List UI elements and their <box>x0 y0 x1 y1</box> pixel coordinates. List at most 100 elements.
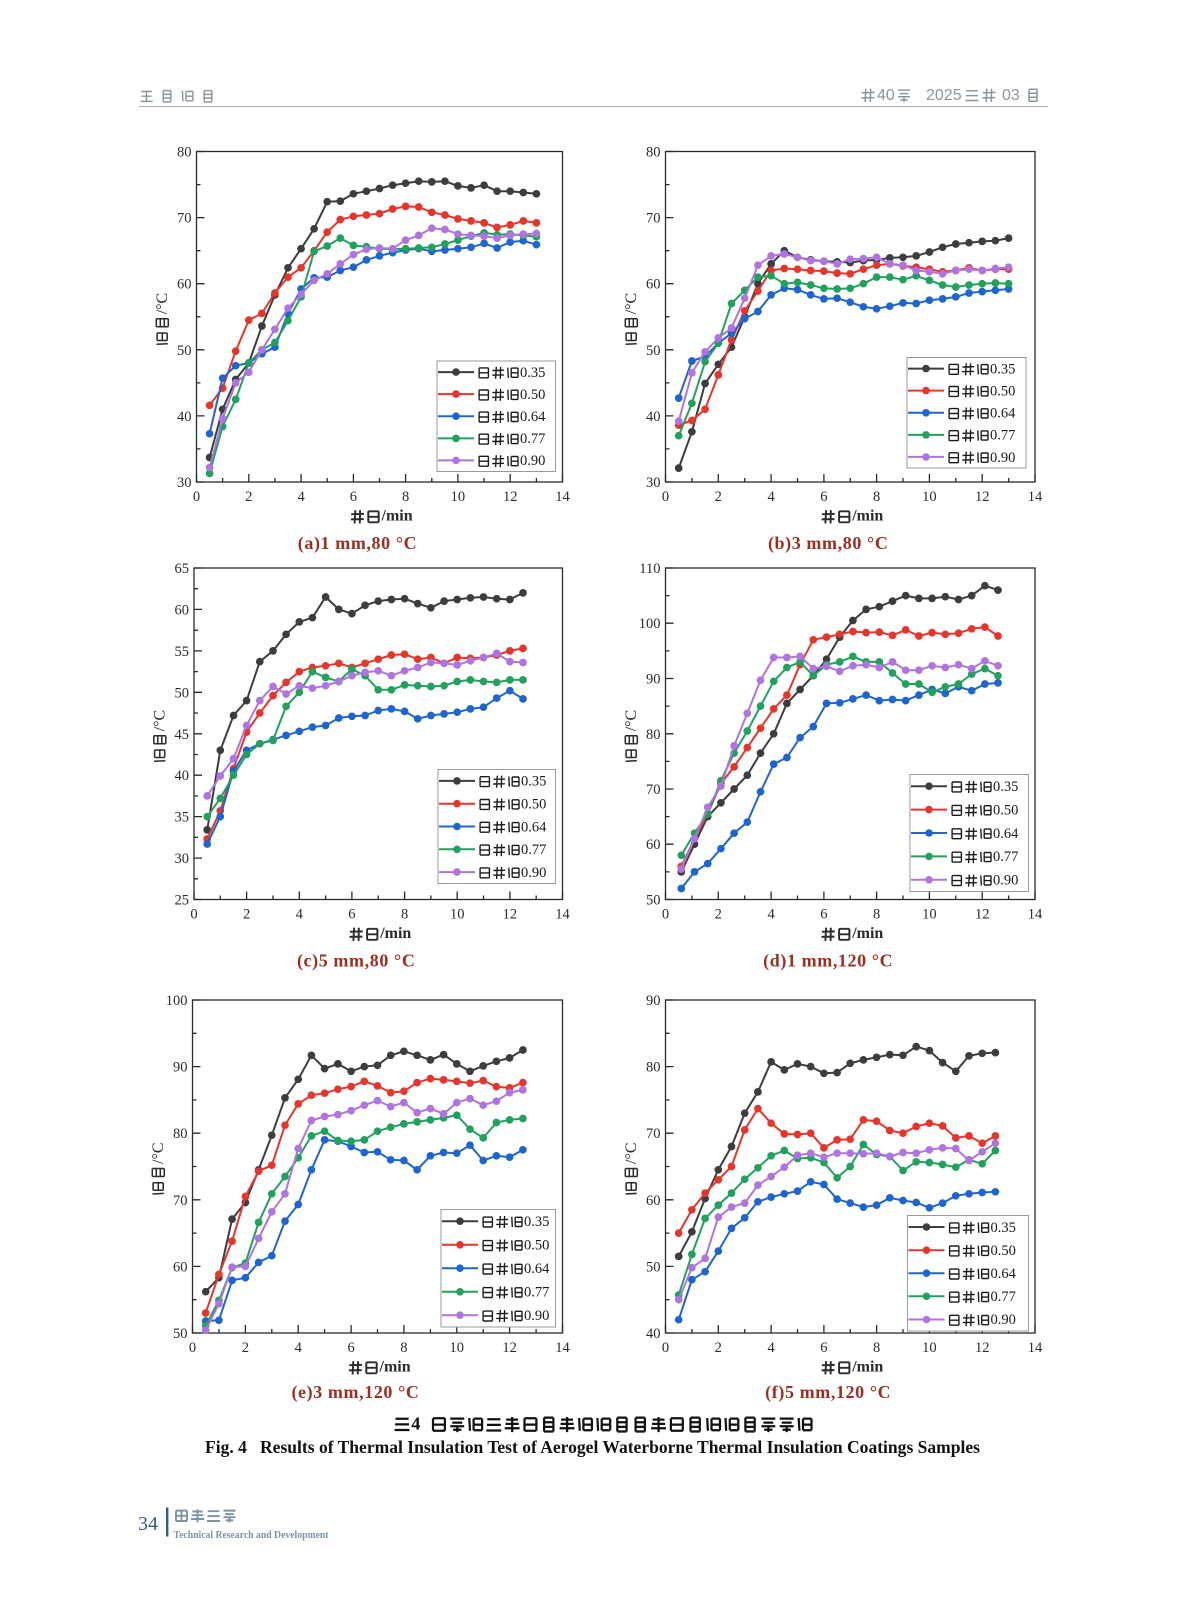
svg-text:0.77: 0.77 <box>993 849 1018 865</box>
svg-text:10: 10 <box>450 907 465 923</box>
svg-text:8: 8 <box>873 907 880 923</box>
svg-text:0.50: 0.50 <box>991 1243 1016 1259</box>
svg-text:0.64: 0.64 <box>524 1261 550 1277</box>
svg-text:2: 2 <box>243 907 250 923</box>
svg-text:0.50: 0.50 <box>521 797 546 813</box>
svg-text:2025: 2025 <box>926 87 962 104</box>
svg-text:50: 50 <box>175 685 190 701</box>
svg-text:/°C: /°C <box>150 1142 167 1164</box>
svg-text:80: 80 <box>173 1126 188 1142</box>
svg-text:/°C: /°C <box>623 1142 640 1164</box>
svg-text:12: 12 <box>503 907 518 923</box>
svg-text:8: 8 <box>401 907 408 923</box>
svg-text:14: 14 <box>1028 489 1043 505</box>
svg-text:70: 70 <box>173 1193 188 1209</box>
svg-text:35: 35 <box>175 810 190 826</box>
svg-text:10: 10 <box>922 489 937 505</box>
svg-text:80: 80 <box>646 1060 661 1076</box>
svg-text:(f)5 mm,120 °C: (f)5 mm,120 °C <box>765 1382 891 1403</box>
svg-text:Technical Research and Develop: Technical Research and Development <box>174 1530 329 1541</box>
svg-text:30: 30 <box>177 475 192 491</box>
svg-text:0.64: 0.64 <box>991 1266 1017 1282</box>
svg-text:70: 70 <box>646 1126 661 1142</box>
svg-text:70: 70 <box>646 211 661 227</box>
svg-text:0.77: 0.77 <box>520 431 545 447</box>
svg-text:/°C: /°C <box>152 710 169 732</box>
svg-text:70: 70 <box>646 782 661 798</box>
svg-text:40: 40 <box>646 409 661 425</box>
svg-text:14: 14 <box>555 489 570 505</box>
svg-text:40: 40 <box>177 409 192 425</box>
svg-text:/°C: /°C <box>154 293 171 315</box>
svg-text:0.77: 0.77 <box>991 1289 1016 1305</box>
svg-text:4: 4 <box>297 489 305 505</box>
svg-text:0.50: 0.50 <box>524 1238 549 1254</box>
svg-text:14: 14 <box>555 1340 570 1356</box>
svg-text:0: 0 <box>193 489 200 505</box>
svg-text:10: 10 <box>450 1340 465 1356</box>
svg-text:12: 12 <box>502 1340 517 1356</box>
svg-text:/min: /min <box>379 925 411 942</box>
svg-text:0: 0 <box>662 907 669 923</box>
svg-text:60: 60 <box>175 602 190 618</box>
svg-text:2: 2 <box>715 907 722 923</box>
svg-text:30: 30 <box>175 851 190 867</box>
svg-text:4: 4 <box>411 1414 420 1434</box>
svg-text:55: 55 <box>175 644 190 660</box>
svg-text:50: 50 <box>646 893 661 909</box>
svg-text:14: 14 <box>1028 1340 1043 1356</box>
svg-text:110: 110 <box>639 561 660 577</box>
svg-text:/min: /min <box>381 508 413 525</box>
svg-text:/min: /min <box>851 1359 883 1376</box>
svg-text:0: 0 <box>189 1340 196 1356</box>
svg-text:80: 80 <box>646 727 661 743</box>
svg-text:0.35: 0.35 <box>991 1220 1016 1236</box>
svg-text:/°C: /°C <box>623 293 640 315</box>
svg-text:4: 4 <box>767 907 775 923</box>
svg-text:0.64: 0.64 <box>993 826 1019 842</box>
svg-text:8: 8 <box>873 1340 880 1356</box>
svg-text:6: 6 <box>820 1340 827 1356</box>
svg-text:(d)1 mm,120 °C: (d)1 mm,120 °C <box>763 951 893 972</box>
svg-text:10: 10 <box>922 907 937 923</box>
svg-text:4: 4 <box>296 907 304 923</box>
svg-text:(c)5 mm,80 °C: (c)5 mm,80 °C <box>297 951 415 972</box>
svg-text:0.77: 0.77 <box>521 842 546 858</box>
svg-text:12: 12 <box>503 489 518 505</box>
svg-text:8: 8 <box>873 489 880 505</box>
svg-text:12: 12 <box>975 907 990 923</box>
svg-text:60: 60 <box>646 837 661 853</box>
svg-text:2: 2 <box>715 489 722 505</box>
svg-text:4: 4 <box>767 1340 775 1356</box>
svg-text:6: 6 <box>347 1340 354 1356</box>
svg-text:50: 50 <box>646 1259 661 1275</box>
svg-text:0.35: 0.35 <box>993 779 1018 795</box>
svg-text:0: 0 <box>662 489 669 505</box>
svg-text:0.90: 0.90 <box>991 1312 1016 1328</box>
svg-text:45: 45 <box>175 727 190 743</box>
svg-text:0.90: 0.90 <box>521 865 546 881</box>
svg-text:60: 60 <box>646 1193 661 1209</box>
svg-text:14: 14 <box>555 907 570 923</box>
svg-text:10: 10 <box>451 489 466 505</box>
svg-text:0.35: 0.35 <box>990 361 1015 377</box>
svg-text:0.50: 0.50 <box>990 383 1015 399</box>
svg-text:2: 2 <box>245 489 252 505</box>
svg-text:10: 10 <box>922 1340 937 1356</box>
svg-text:03: 03 <box>1002 87 1020 104</box>
svg-text:0: 0 <box>662 1340 669 1356</box>
svg-text:0.64: 0.64 <box>520 409 546 425</box>
svg-text:6: 6 <box>820 907 827 923</box>
svg-text:0: 0 <box>190 907 197 923</box>
svg-text:40: 40 <box>646 1326 661 1342</box>
svg-text:Fig. 4 Results of Thermal In: Fig. 4 Results of Thermal Insulation Tes… <box>205 1437 980 1457</box>
svg-text:14: 14 <box>1028 907 1043 923</box>
svg-text:(a)1 mm,80 °C: (a)1 mm,80 °C <box>298 533 417 554</box>
svg-text:80: 80 <box>177 145 192 161</box>
svg-text:0.90: 0.90 <box>990 450 1015 466</box>
svg-text:8: 8 <box>400 1340 407 1356</box>
svg-text:4: 4 <box>767 489 775 505</box>
svg-text:2: 2 <box>715 1340 722 1356</box>
svg-text:6: 6 <box>348 907 355 923</box>
svg-text:8: 8 <box>402 489 409 505</box>
